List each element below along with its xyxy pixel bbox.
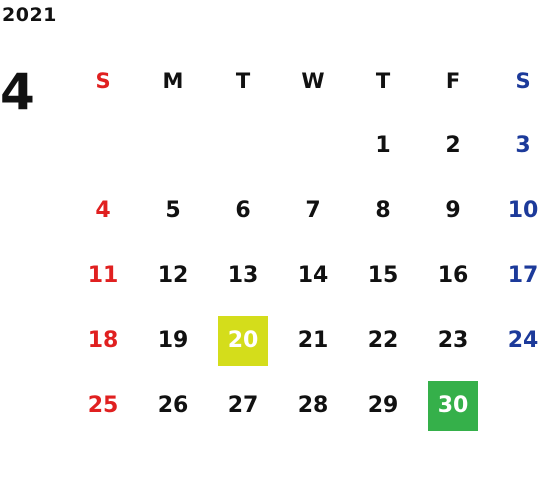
day-cell[interactable]: 7 <box>278 178 348 243</box>
day-number: 7 <box>305 198 321 223</box>
day-cell[interactable]: 11 <box>68 243 138 308</box>
day-number-highlighted: 20 <box>218 315 268 366</box>
day-number: 12 <box>157 263 189 288</box>
weekday-mon: M <box>162 68 184 93</box>
day-cell[interactable]: 23 <box>418 308 488 373</box>
day-number: 9 <box>445 198 461 223</box>
day-cell[interactable] <box>208 113 278 178</box>
day-number: 14 <box>297 263 329 288</box>
day-number: 16 <box>437 263 469 288</box>
calendar-grid: S M T W T F S 1 2 3 4 5 6 7 8 9 10 11 12… <box>68 48 548 438</box>
day-number: 4 <box>95 198 111 223</box>
day-cell[interactable]: 5 <box>138 178 208 243</box>
weekday-tue: T <box>235 68 251 93</box>
day-cell[interactable]: 12 <box>138 243 208 308</box>
day-cell[interactable]: 21 <box>278 308 348 373</box>
day-cell-highlighted[interactable]: 20 <box>208 308 278 373</box>
day-cell[interactable]: 6 <box>208 178 278 243</box>
day-number: 10 <box>507 198 539 223</box>
day-number: 17 <box>507 263 539 288</box>
day-number: 18 <box>87 328 119 353</box>
day-cell[interactable]: 2 <box>418 113 488 178</box>
day-number: 22 <box>367 328 399 353</box>
day-cell[interactable]: 28 <box>278 373 348 438</box>
day-number: 3 <box>515 133 531 158</box>
day-number: 13 <box>227 263 259 288</box>
weekday-thu: T <box>375 68 391 93</box>
day-cell[interactable]: 13 <box>208 243 278 308</box>
day-cell[interactable]: 27 <box>208 373 278 438</box>
day-cell[interactable]: 8 <box>348 178 418 243</box>
day-cell[interactable]: 17 <box>488 243 548 308</box>
day-number <box>218 121 268 171</box>
day-number: 1 <box>375 133 391 158</box>
day-cell[interactable]: 10 <box>488 178 548 243</box>
day-cell[interactable]: 26 <box>138 373 208 438</box>
day-cell[interactable]: 19 <box>138 308 208 373</box>
day-cell[interactable] <box>68 113 138 178</box>
day-cell[interactable]: 9 <box>418 178 488 243</box>
weekday-sun: S <box>95 68 111 93</box>
day-number: 6 <box>235 198 251 223</box>
day-number: 19 <box>157 328 189 353</box>
day-cell[interactable]: 14 <box>278 243 348 308</box>
month-number: 4 <box>0 63 35 121</box>
weekday-sat: S <box>515 68 531 93</box>
year-label: 2021 <box>2 4 57 26</box>
day-cell-highlighted[interactable]: 30 <box>418 373 488 438</box>
day-number: 27 <box>227 393 259 418</box>
day-number: 2 <box>445 133 461 158</box>
day-number <box>78 121 128 171</box>
day-cell[interactable]: 29 <box>348 373 418 438</box>
weekday-fri: F <box>445 68 461 93</box>
day-number: 5 <box>165 198 181 223</box>
day-number <box>498 381 548 431</box>
day-cell[interactable]: 3 <box>488 113 548 178</box>
day-number: 24 <box>507 328 539 353</box>
day-cell[interactable]: 24 <box>488 308 548 373</box>
day-number: 11 <box>87 263 119 288</box>
day-cell[interactable]: 1 <box>348 113 418 178</box>
day-cell[interactable]: 22 <box>348 308 418 373</box>
day-cell[interactable]: 16 <box>418 243 488 308</box>
day-cell[interactable] <box>488 373 548 438</box>
day-number: 15 <box>367 263 399 288</box>
day-number: 23 <box>437 328 469 353</box>
day-cell[interactable] <box>138 113 208 178</box>
day-cell[interactable]: 4 <box>68 178 138 243</box>
day-number: 26 <box>157 393 189 418</box>
day-number <box>148 121 198 171</box>
day-cell[interactable]: 18 <box>68 308 138 373</box>
day-number: 21 <box>297 328 329 353</box>
day-number <box>288 121 338 171</box>
day-number: 8 <box>375 198 391 223</box>
day-number: 28 <box>297 393 329 418</box>
day-cell[interactable] <box>278 113 348 178</box>
day-cell[interactable]: 15 <box>348 243 418 308</box>
day-number: 29 <box>367 393 399 418</box>
day-number: 25 <box>87 393 119 418</box>
weekday-wed: W <box>301 68 325 93</box>
day-number-highlighted: 30 <box>428 380 478 431</box>
day-cell[interactable]: 25 <box>68 373 138 438</box>
